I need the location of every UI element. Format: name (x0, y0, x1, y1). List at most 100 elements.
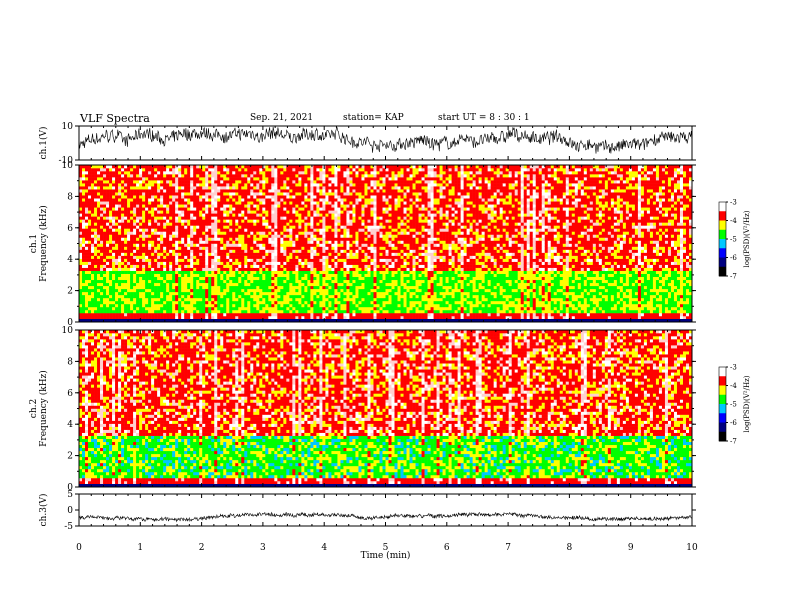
spectrogram-cell (289, 258, 293, 262)
spectrogram-cell (361, 306, 365, 311)
spectrogram-cell (112, 285, 116, 290)
spectrogram-cell (85, 273, 89, 278)
spectrogram-cell (100, 213, 104, 217)
spectrogram-cell (130, 246, 134, 250)
spectrogram-cell (274, 288, 278, 293)
spectrogram-cell (121, 198, 125, 202)
spectrogram-cell (139, 189, 143, 193)
spectrogram-cell (238, 294, 242, 299)
spectrogram-cell (100, 192, 104, 196)
spectrogram-cell (124, 258, 128, 262)
spectrogram-cell (298, 213, 302, 217)
spectrogram-cell (118, 267, 122, 271)
spectrogram-cell (196, 291, 200, 296)
spectrogram-cell (349, 312, 353, 317)
spectrogram-cell (160, 207, 164, 211)
spectrogram-cell (112, 192, 116, 196)
spectrogram-cell (145, 303, 149, 308)
spectrogram-cell (205, 177, 209, 181)
spectrogram-cell (82, 270, 86, 274)
spectrogram-cell (223, 219, 227, 223)
spectrogram-cell (187, 246, 191, 250)
spectrogram-cell (277, 231, 281, 235)
spectrogram-cell (193, 180, 197, 184)
spectrogram-cell (214, 282, 218, 287)
spectrogram-cell (121, 315, 125, 320)
spectrogram-cell (217, 210, 221, 214)
spectrogram-cell (316, 267, 320, 271)
spectrogram-cell (346, 216, 350, 220)
spectrogram-cell (247, 168, 251, 172)
spectrogram-cell (307, 306, 311, 311)
spectrogram-cell (316, 204, 320, 208)
spectrogram-cell (295, 198, 299, 202)
spectrogram-cell (286, 237, 290, 241)
spectrogram-cell (310, 222, 314, 226)
spectrogram-cell (247, 270, 251, 274)
spectrogram-cell (346, 186, 350, 190)
spectrogram-cell (271, 264, 275, 268)
spectrogram-cell (139, 267, 143, 271)
spectrogram-cell (79, 279, 83, 284)
spectrogram-cell (166, 276, 170, 281)
spectrogram-cell (256, 312, 260, 317)
spectrogram-cell (82, 273, 86, 278)
spectrogram-cell (340, 285, 344, 290)
spectrogram-cell (82, 213, 86, 217)
spectrogram-cell (121, 213, 125, 217)
spectrogram-cell (289, 306, 293, 311)
spectrogram-cell (136, 243, 140, 247)
spectrogram-cell (106, 282, 110, 287)
spectrogram-cell (337, 225, 341, 229)
spectrogram-cell (82, 171, 86, 175)
spectrogram-cell (88, 246, 92, 250)
spectrogram-cell (277, 270, 281, 274)
spectrogram-cell (220, 204, 224, 208)
spectrogram-cell (238, 285, 242, 290)
spectrogram-cell (361, 282, 365, 287)
spectrogram-cell (286, 240, 290, 244)
spectrogram-cell (298, 264, 302, 268)
spectrogram-cell (130, 219, 134, 223)
spectrogram-cell (85, 315, 89, 320)
spectrogram-cell (103, 300, 107, 305)
spectrogram-cell (193, 210, 197, 214)
spectrogram-cell (259, 252, 263, 256)
spectrogram-cell (136, 264, 140, 268)
spectrogram-cell (94, 249, 98, 253)
spectrogram-cell (220, 255, 224, 259)
spectrogram-cell (223, 225, 227, 229)
spectrogram-cell (307, 243, 311, 247)
spectrogram-cell (277, 213, 281, 217)
spectrogram-cell (289, 207, 293, 211)
spectrogram-cell (337, 258, 341, 262)
spectrogram-cell (181, 264, 185, 268)
spectrogram-cell (214, 171, 218, 175)
spectrogram-cell (139, 192, 143, 196)
spectrogram-cell (187, 219, 191, 223)
spectrogram-cell (340, 264, 344, 268)
spectrogram-cell (289, 237, 293, 241)
spectrogram-cell (250, 225, 254, 229)
spectrogram-cell (97, 237, 101, 241)
spectrogram-cell (277, 237, 281, 241)
spectrogram-cell (298, 231, 302, 235)
spectrogram-cell (178, 312, 182, 317)
spectrogram-cell (109, 234, 113, 238)
spectrogram-cell (268, 177, 272, 181)
spectrogram-cell (157, 207, 161, 211)
spectrogram-cell (364, 288, 368, 293)
spectrogram-cell (289, 186, 293, 190)
spectrogram-cell (295, 249, 299, 253)
spectrogram-cell (160, 288, 164, 293)
spectrogram-cell (334, 228, 338, 232)
spectrogram-cell (214, 234, 218, 238)
spectrogram-cell (295, 237, 299, 241)
spectrogram-cell (331, 189, 335, 193)
spectrogram-cell (232, 204, 236, 208)
spectrogram-cell (139, 285, 143, 290)
spectrogram-cell (79, 237, 83, 241)
spectrogram-cell (340, 306, 344, 311)
spectrogram-cell (91, 264, 95, 268)
spectrogram-cell (133, 207, 137, 211)
